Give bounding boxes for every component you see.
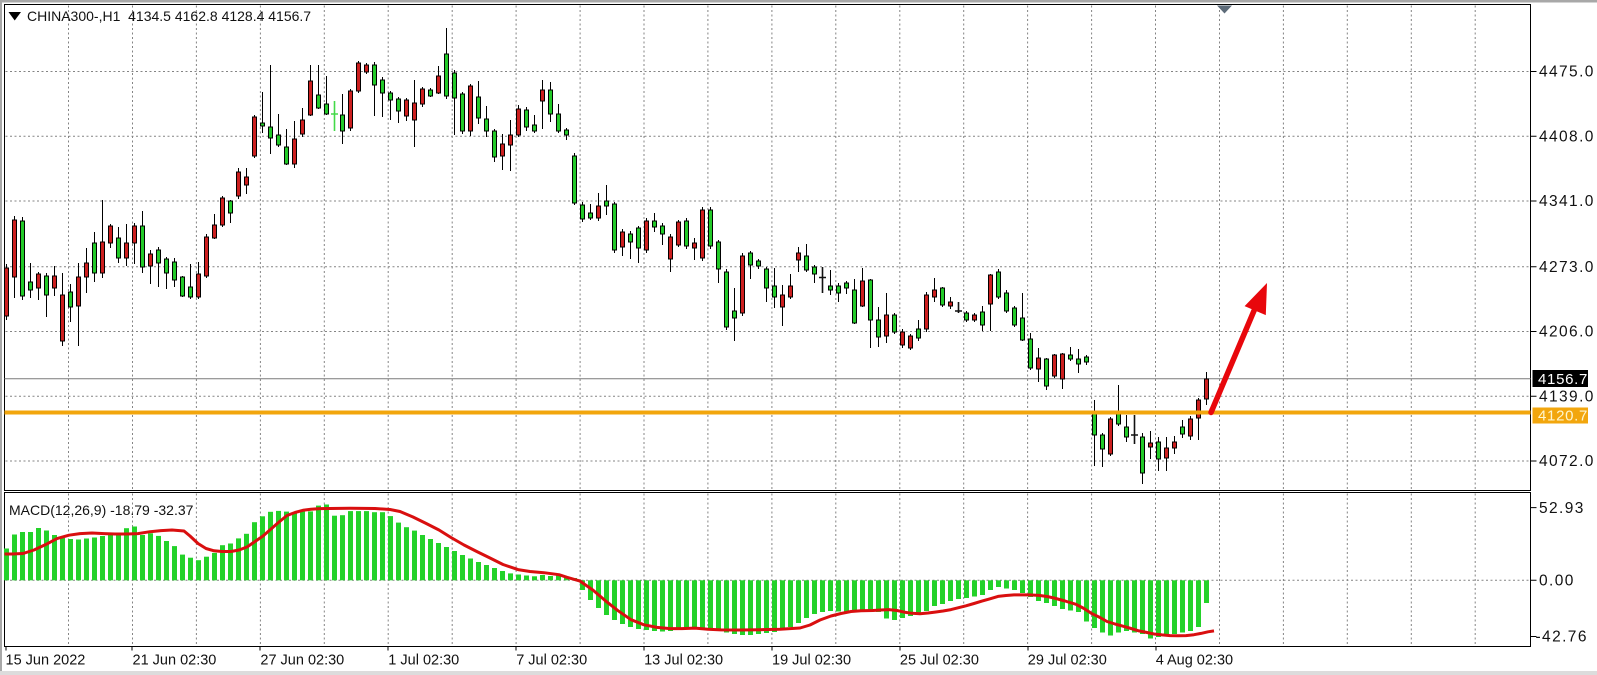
svg-text:4206.0: 4206.0 — [1539, 324, 1595, 341]
svg-text:4139.0: 4139.0 — [1539, 388, 1595, 405]
svg-text:4273.0: 4273.0 — [1539, 259, 1595, 276]
svg-text:4120.7: 4120.7 — [1538, 408, 1588, 425]
svg-text:13 Jul 02:30: 13 Jul 02:30 — [644, 652, 723, 668]
svg-text:27 Jun 02:30: 27 Jun 02:30 — [260, 652, 344, 668]
svg-text:52.93: 52.93 — [1539, 500, 1585, 517]
svg-text:1 Jul 02:30: 1 Jul 02:30 — [388, 652, 459, 668]
svg-text:4072.0: 4072.0 — [1539, 453, 1595, 470]
svg-text:15 Jun 2022: 15 Jun 2022 — [6, 652, 86, 668]
svg-text:7 Jul 02:30: 7 Jul 02:30 — [516, 652, 587, 668]
svg-text:0.00: 0.00 — [1539, 573, 1575, 590]
svg-text:25 Jul 02:30: 25 Jul 02:30 — [900, 652, 979, 668]
svg-text:4 Aug 02:30: 4 Aug 02:30 — [1156, 652, 1233, 668]
svg-text:21 Jun 02:30: 21 Jun 02:30 — [133, 652, 217, 668]
svg-text:MACD(12,26,9) -18.79 -32.37: MACD(12,26,9) -18.79 -32.37 — [9, 502, 194, 518]
svg-text:4156.7: 4156.7 — [1538, 371, 1588, 388]
svg-text:19 Jul 02:30: 19 Jul 02:30 — [772, 652, 851, 668]
svg-text:29 Jul 02:30: 29 Jul 02:30 — [1028, 652, 1107, 668]
svg-text:4475.0: 4475.0 — [1539, 64, 1595, 81]
svg-text:4341.0: 4341.0 — [1539, 193, 1595, 210]
svg-text:4408.0: 4408.0 — [1539, 129, 1595, 146]
svg-text:CHINA300-,H1 4134.5 4162.8 41: CHINA300-,H1 4134.5 4162.8 4128.4 4156.7 — [27, 8, 311, 24]
svg-text:-42.76: -42.76 — [1536, 629, 1588, 646]
